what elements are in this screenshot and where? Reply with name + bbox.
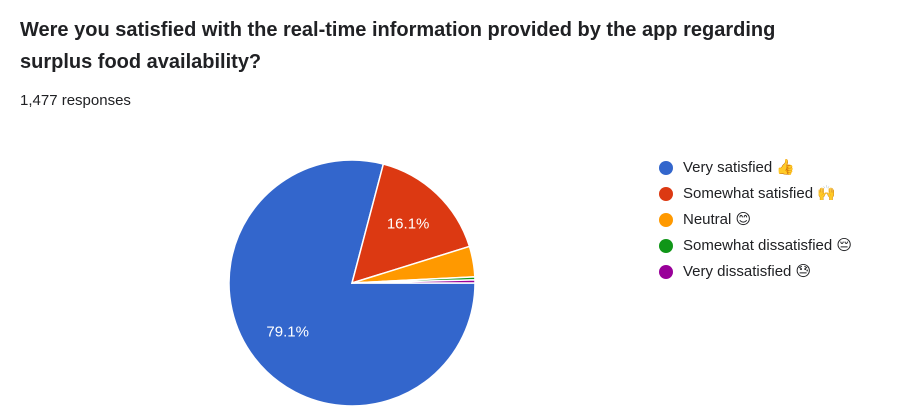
legend-label: Somewhat satisfied 🙌 <box>683 184 836 202</box>
pie-slice <box>350 163 471 285</box>
legend-swatch <box>659 213 673 227</box>
legend-swatch <box>659 187 673 201</box>
legend-swatch <box>659 239 673 253</box>
chart-title: Were you satisfied with the real-time in… <box>20 19 776 73</box>
legend-swatch <box>659 265 673 279</box>
slice-label: 16.1% <box>387 215 430 232</box>
legend-label: Very satisfied 👍 <box>683 158 795 176</box>
response-count: 1,477 responses <box>20 92 131 109</box>
legend-label: Neutral 😊 <box>683 211 751 228</box>
legend-label: Somewhat dissatisfied 😔 <box>683 237 852 254</box>
legend-swatch <box>659 161 673 175</box>
legend-label: Very dissatisfied 😓 <box>683 263 811 280</box>
slice-label: 79.1% <box>266 324 309 341</box>
pie-slice <box>351 279 476 284</box>
